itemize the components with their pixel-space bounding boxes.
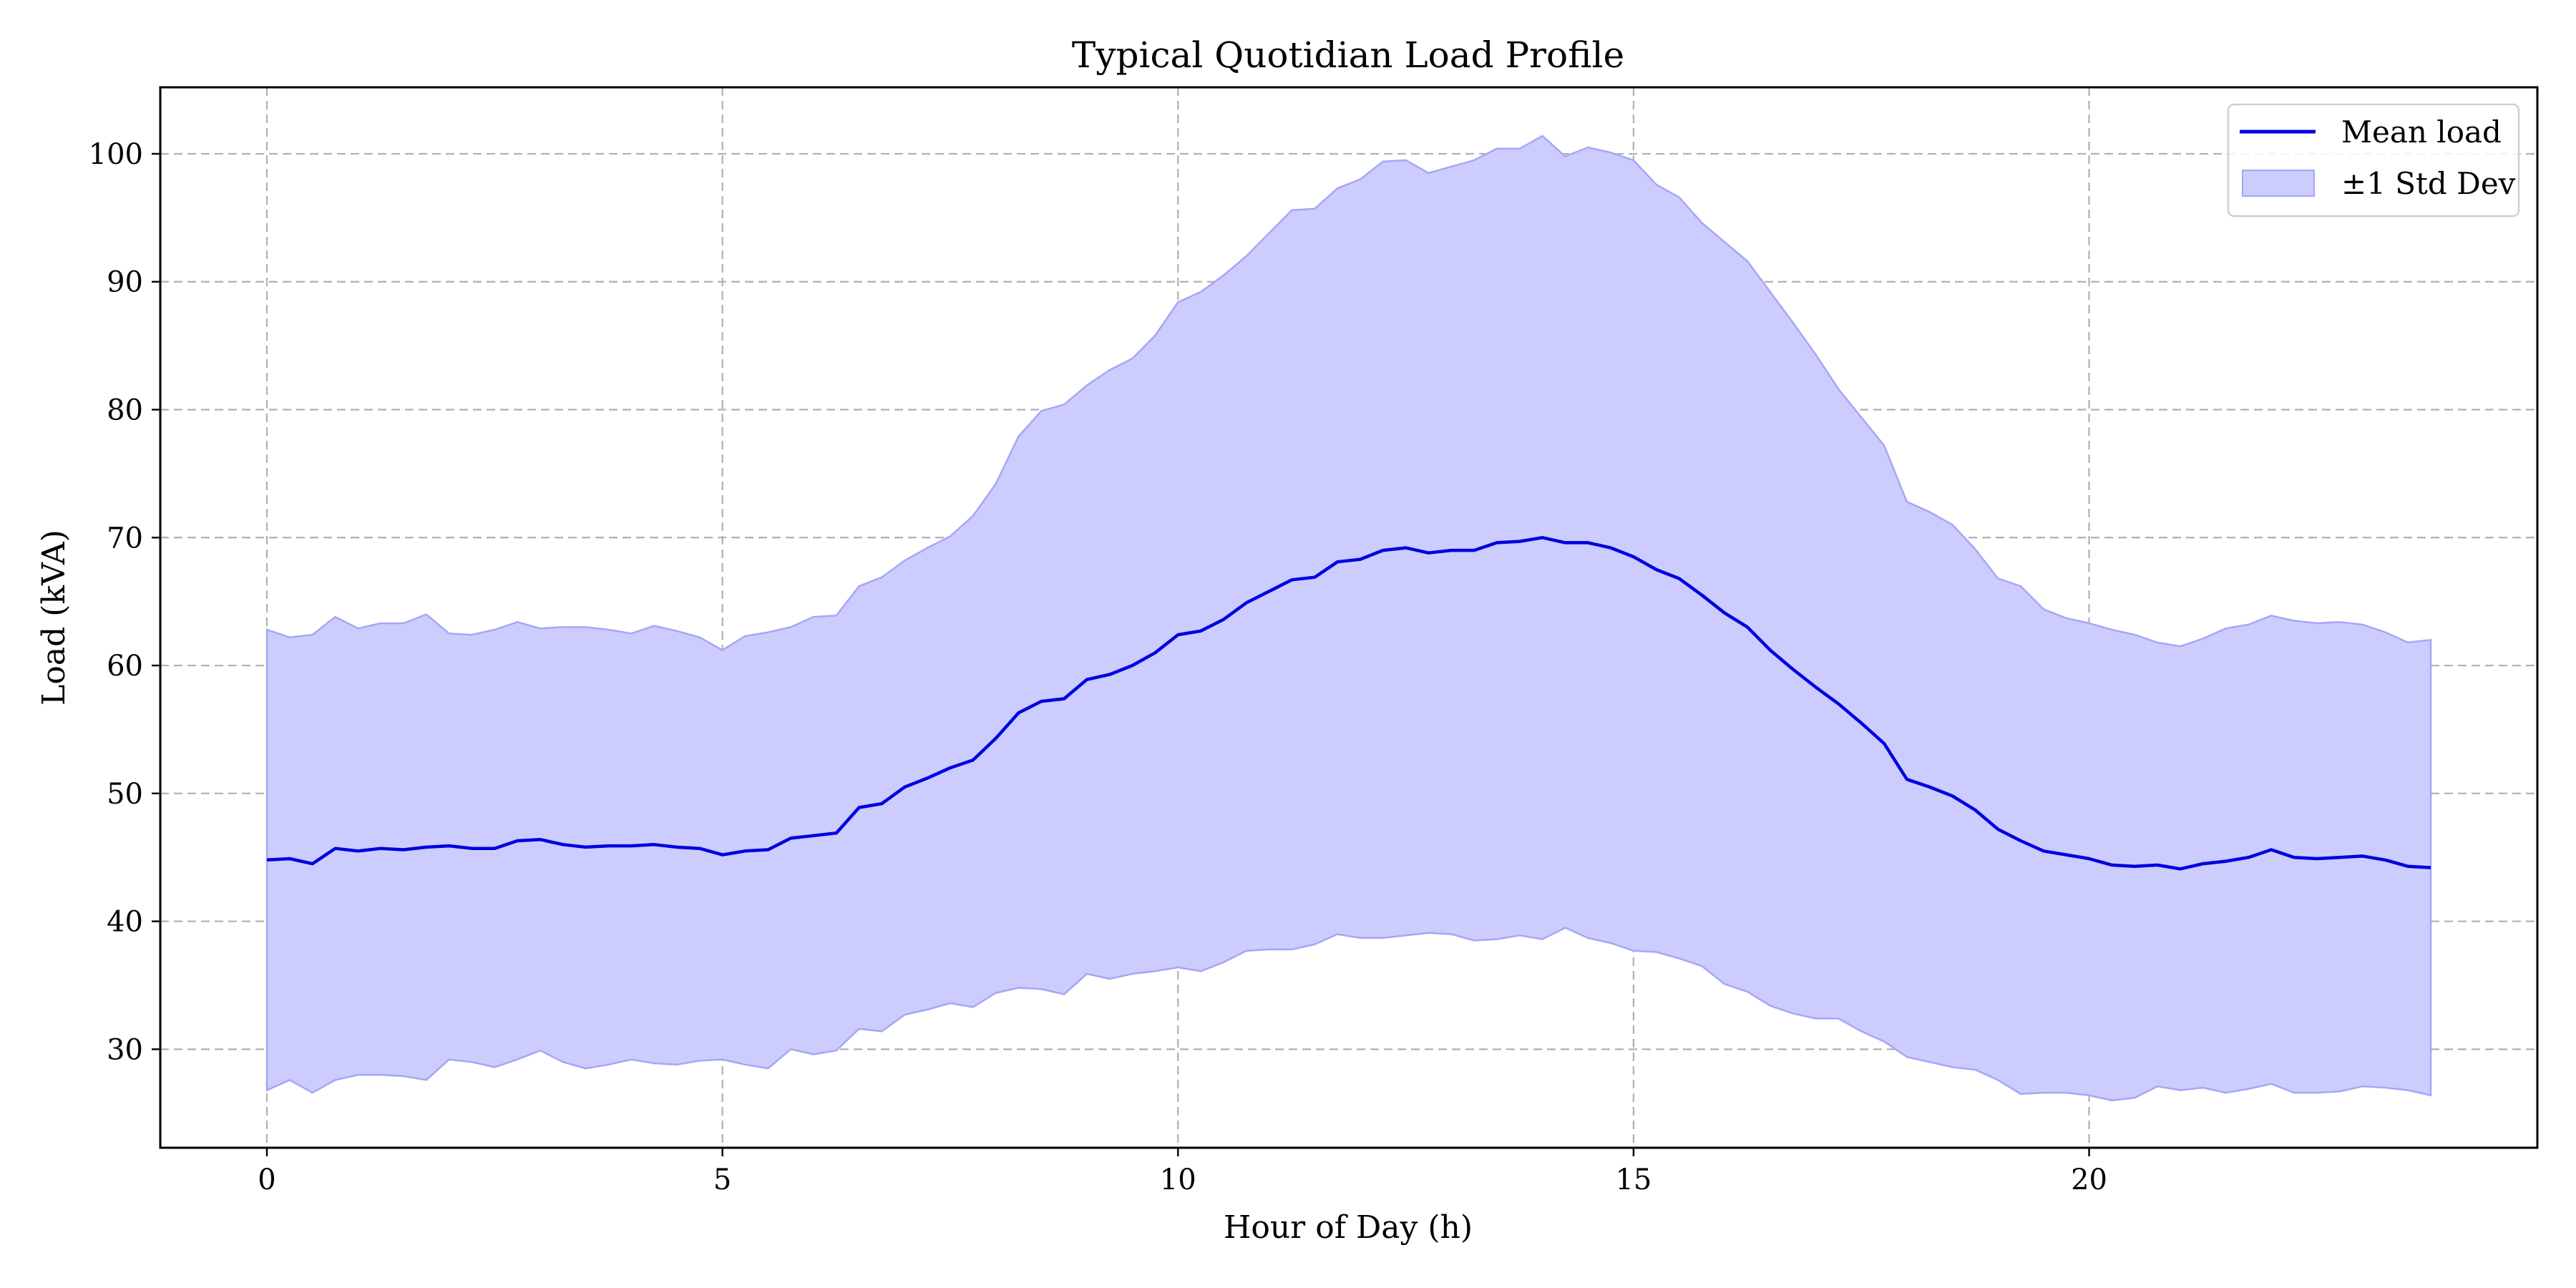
x-tick-label: 0: [258, 1163, 275, 1196]
x-tick-label: 20: [2071, 1163, 2107, 1196]
std-dev-band-area: [265, 135, 2432, 1102]
mean-load-line: [266, 536, 2431, 871]
x-axis-ticks: 0 5 10 15 20: [258, 1148, 2107, 1196]
x-tick-label: 5: [713, 1163, 731, 1196]
x-tick-label: 15: [1615, 1163, 1652, 1196]
x-axis-label: Hour of Day (h): [1224, 1209, 1473, 1246]
std-dev-band: [265, 135, 2432, 1102]
legend-std-dev-swatch: [2242, 170, 2315, 197]
x-tick-label: 10: [1160, 1163, 1196, 1196]
legend: Mean load ±1 Std Dev: [2227, 103, 2520, 218]
y-axis-ticks: 30 40 50 60 70 80 90 100: [89, 138, 160, 1066]
plot-frame: [159, 86, 2539, 1149]
y-tick-label: 70: [107, 522, 143, 555]
y-tick-label: 60: [107, 650, 143, 683]
y-tick-label: 40: [107, 906, 143, 939]
legend-mean-load-label: Mean load: [2341, 114, 2502, 150]
y-axis-label: Load (kVA): [36, 530, 72, 706]
mean-load-series-line: [266, 536, 2431, 871]
legend-std-dev-label: ±1 Std Dev: [2341, 166, 2516, 201]
y-tick-label: 30: [107, 1033, 143, 1066]
y-tick-label: 80: [107, 394, 143, 426]
chart-title: Typical Quotidian Load Profile: [1072, 34, 1624, 76]
y-tick-label: 100: [89, 138, 143, 171]
y-tick-label: 50: [107, 778, 143, 811]
y-tick-label: 90: [107, 266, 143, 299]
